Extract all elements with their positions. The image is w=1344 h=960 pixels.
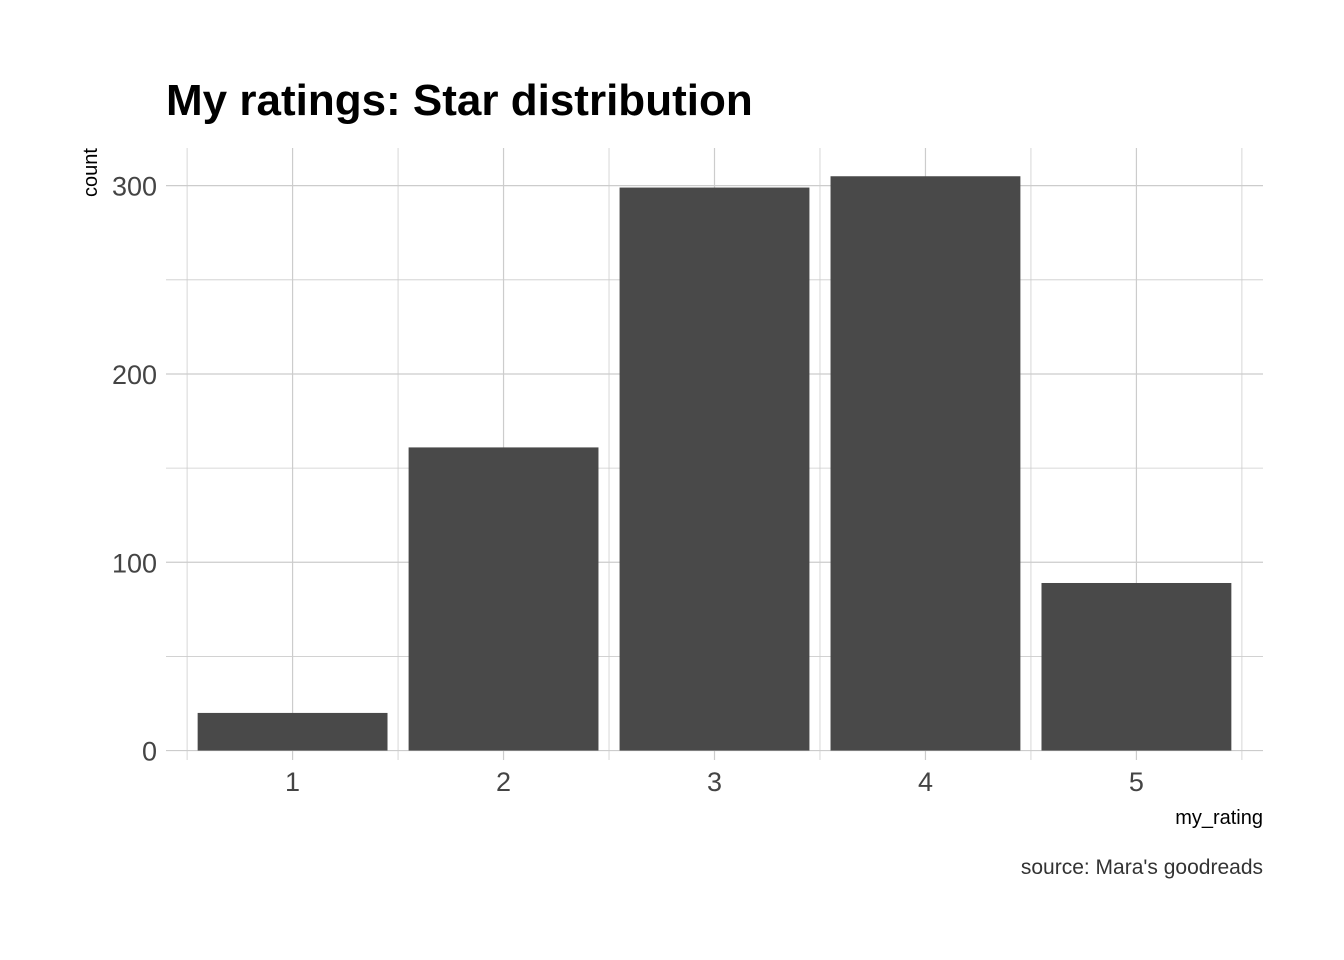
bar-rating-3 bbox=[619, 187, 810, 751]
bar-rating-5 bbox=[1041, 582, 1232, 751]
chart-caption: source: Mara's goodreads bbox=[1021, 856, 1263, 879]
y-axis-title: count bbox=[80, 148, 102, 197]
bars bbox=[197, 176, 1232, 751]
x-axis-title: my_rating bbox=[1175, 807, 1263, 829]
x-tick-label: 3 bbox=[707, 767, 722, 797]
x-tick-label: 1 bbox=[285, 767, 300, 797]
y-tick-label: 200 bbox=[112, 360, 157, 390]
bar-rating-1 bbox=[197, 712, 388, 751]
x-tick-labels: 1 2 3 4 5 bbox=[285, 767, 1144, 797]
x-tick-label: 2 bbox=[496, 767, 511, 797]
bar-rating-2 bbox=[408, 447, 599, 751]
chart-title: My ratings: Star distribution bbox=[166, 76, 753, 125]
y-tick-label: 0 bbox=[142, 737, 157, 767]
y-tick-labels: 0 100 200 300 bbox=[112, 172, 157, 767]
x-tick-label: 4 bbox=[918, 767, 933, 797]
y-tick-label: 100 bbox=[112, 548, 157, 578]
x-tick-label: 5 bbox=[1129, 767, 1144, 797]
bar-rating-4 bbox=[830, 176, 1021, 751]
y-tick-label: 300 bbox=[112, 172, 157, 202]
